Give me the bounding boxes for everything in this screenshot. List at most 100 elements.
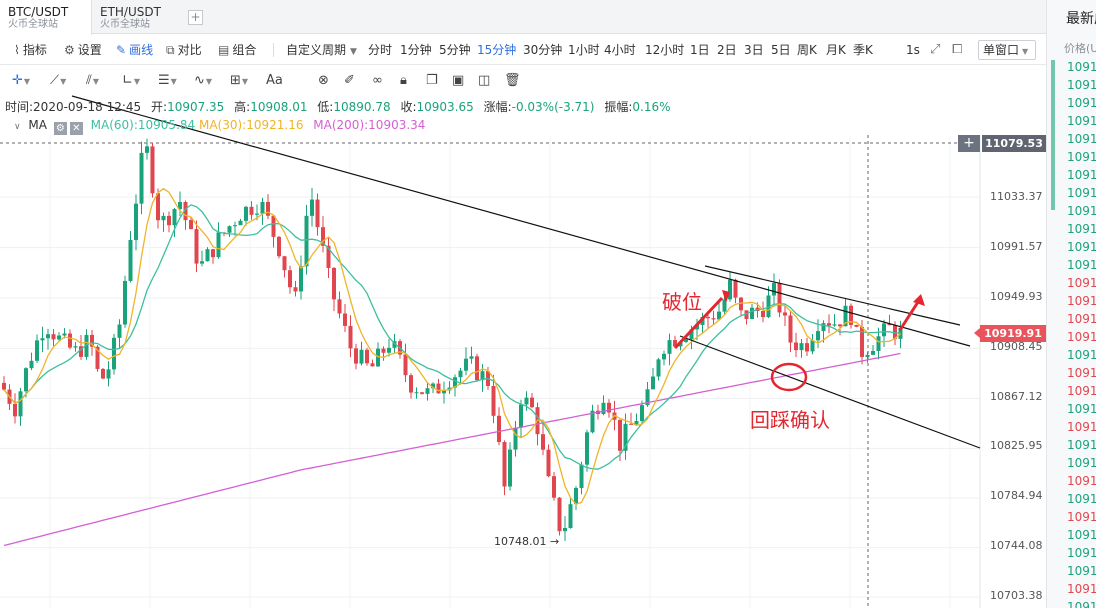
candle-body bbox=[46, 334, 50, 339]
trash-icon[interactable]: 🗑︎ bbox=[504, 73, 521, 88]
fullscreen-icon[interactable]: ⤢ bbox=[930, 42, 941, 57]
indicators-button[interactable]: ⌇ 指标 bbox=[14, 41, 47, 59]
period-option[interactable]: 2日 bbox=[717, 43, 737, 57]
candle-body bbox=[51, 334, 56, 340]
trend-line-tool[interactable]: ⟋▼ bbox=[50, 73, 67, 88]
custom-period-dropdown[interactable]: 自定义周期 ▼ bbox=[286, 41, 357, 59]
period-option[interactable]: 5日 bbox=[771, 43, 791, 57]
grid-tool[interactable]: ⊞▼ bbox=[230, 73, 249, 88]
visible-icon[interactable]: ◫ bbox=[478, 73, 491, 88]
draw-button[interactable]: ✎ 画线 bbox=[116, 41, 153, 59]
candle-body bbox=[557, 497, 562, 532]
candle-body bbox=[750, 307, 754, 319]
time-value: 2020-09-18 12:45 bbox=[33, 100, 142, 114]
period-option[interactable]: 4小时 bbox=[604, 43, 636, 57]
text-tool[interactable]: Aa bbox=[266, 73, 283, 88]
candle-body bbox=[24, 368, 28, 392]
candle-body bbox=[398, 341, 402, 355]
trade-price: 10919 bbox=[1067, 132, 1096, 146]
period-option[interactable]: 15分钟 bbox=[477, 43, 517, 57]
candle-body bbox=[563, 527, 567, 532]
candle-body bbox=[700, 317, 705, 325]
crosshair-tool[interactable]: ✛▼ bbox=[12, 73, 31, 88]
magnet-icon[interactable]: ⊗ bbox=[318, 73, 329, 88]
candle-body bbox=[260, 201, 265, 214]
candle-body bbox=[766, 295, 771, 318]
candle-body bbox=[865, 354, 870, 357]
candle-body bbox=[673, 340, 677, 347]
candle-body bbox=[871, 350, 875, 355]
copy-icon[interactable]: ❐ bbox=[426, 73, 438, 88]
current-price-tag: 10919.91 bbox=[974, 325, 1046, 342]
add-alert-icon[interactable]: + bbox=[958, 135, 980, 152]
period-option[interactable]: 1日 bbox=[690, 43, 710, 57]
candle-body bbox=[40, 338, 45, 341]
lock-icon[interactable]: 🔒︎ bbox=[400, 73, 407, 88]
candle-body bbox=[651, 376, 655, 390]
refresh-interval[interactable]: 1s bbox=[906, 43, 920, 57]
candle-body bbox=[755, 307, 760, 312]
candle-body bbox=[838, 324, 842, 327]
angle-tool[interactable]: ∟▼ bbox=[122, 73, 141, 88]
period-option[interactable]: 分时 bbox=[368, 43, 393, 57]
candle-body bbox=[810, 340, 815, 352]
period-option[interactable]: 季K bbox=[853, 43, 873, 57]
tab-pair-label: ETH/USDT bbox=[100, 5, 161, 19]
collapse-icon[interactable]: ∨ bbox=[14, 122, 21, 132]
candle-body bbox=[519, 404, 523, 428]
period-option[interactable]: 5分钟 bbox=[439, 43, 471, 57]
trade-price: 10919 bbox=[1067, 384, 1096, 398]
candle-body bbox=[684, 339, 688, 342]
scroll-indicator[interactable] bbox=[1051, 60, 1055, 210]
candle-body bbox=[18, 391, 23, 417]
candle-body bbox=[156, 193, 160, 221]
pair-tab-bar: BTC/USDT 火币全球站 ETH/USDT 火币全球站 + bbox=[0, 0, 1046, 35]
compare-button[interactable]: ⧉ 对比 bbox=[166, 41, 202, 59]
candle-body bbox=[535, 407, 540, 435]
trade-price: 10919 bbox=[1067, 60, 1096, 74]
settings-button[interactable]: ⚙ 设置 bbox=[64, 41, 102, 59]
trade-price: 10919 bbox=[1067, 348, 1096, 362]
ma-settings-icon[interactable]: ⚙ bbox=[53, 122, 67, 135]
candle-body bbox=[62, 333, 67, 336]
tab-eth-usdt[interactable]: ETH/USDT 火币全球站 bbox=[92, 0, 184, 34]
add-tab-button[interactable]: + bbox=[188, 10, 203, 25]
period-option[interactable]: 周K bbox=[797, 43, 817, 57]
link-icon[interactable]: ∞ bbox=[372, 73, 383, 88]
arrow-head-icon bbox=[913, 294, 925, 306]
period-option[interactable]: 1小时 bbox=[568, 43, 600, 57]
candle-body bbox=[266, 201, 270, 216]
candle-body bbox=[244, 206, 248, 221]
period-option[interactable]: 1分钟 bbox=[400, 43, 432, 57]
candle-body bbox=[546, 449, 551, 477]
tab-btc-usdt[interactable]: BTC/USDT 火币全球站 bbox=[0, 0, 92, 35]
candle-body bbox=[7, 389, 12, 404]
period-option[interactable]: 3日 bbox=[744, 43, 764, 57]
candle-body bbox=[772, 283, 776, 296]
window-mode-select[interactable]: 单窗口 ▼ bbox=[978, 40, 1036, 60]
trade-price: 10919 bbox=[1067, 366, 1096, 380]
trade-price: 10919 bbox=[1067, 186, 1096, 200]
change-label: 涨幅: bbox=[483, 100, 512, 114]
candle-body bbox=[387, 347, 391, 353]
brush-icon[interactable]: ✐ bbox=[344, 73, 355, 88]
hide-icon[interactable]: ▣ bbox=[452, 73, 465, 88]
parallel-channel-tool[interactable]: ⫽▼ bbox=[86, 73, 99, 88]
close-value: 10903.65 bbox=[416, 100, 474, 114]
combine-button[interactable]: ▤ 组合 bbox=[218, 41, 256, 59]
candle-body bbox=[480, 371, 485, 381]
wave-tool[interactable]: ∿▼ bbox=[194, 73, 213, 88]
period-option[interactable]: 月K bbox=[826, 43, 846, 57]
low-price-marker: 10748.01 → bbox=[494, 535, 560, 548]
trade-price: 10919 bbox=[1067, 96, 1096, 110]
candle-body bbox=[640, 405, 644, 421]
ma-close-icon[interactable]: ✕ bbox=[69, 122, 83, 135]
popout-icon[interactable]: ⧠ bbox=[952, 42, 963, 57]
candle-body bbox=[436, 383, 441, 394]
candle-body bbox=[464, 358, 468, 371]
period-option[interactable]: 30分钟 bbox=[523, 43, 563, 57]
period-option[interactable]: 12小时 bbox=[645, 43, 685, 57]
continuation-arrow bbox=[898, 301, 920, 331]
horizontal-lines-tool[interactable]: ☰▼ bbox=[158, 73, 177, 88]
